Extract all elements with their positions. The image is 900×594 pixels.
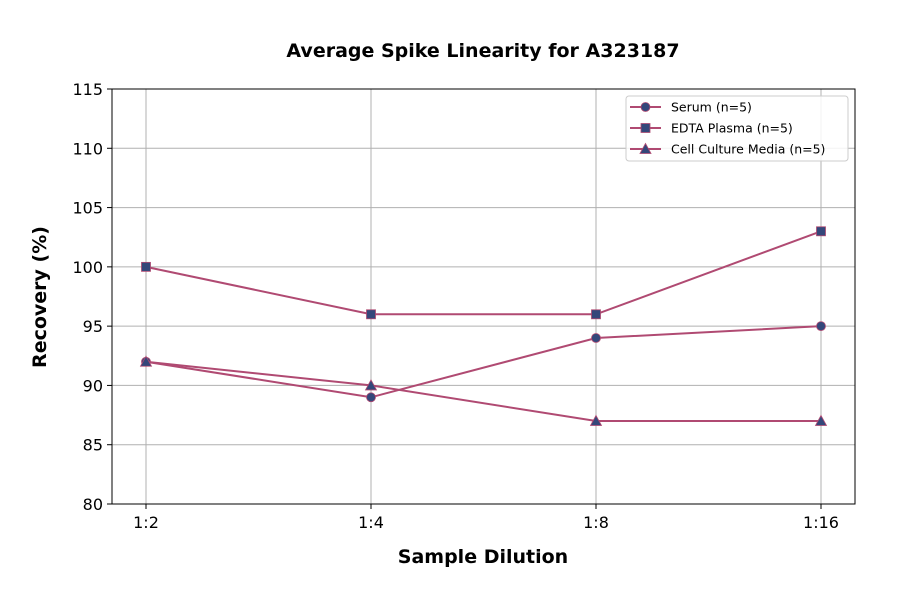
x-tick-label: 1:8: [583, 513, 609, 532]
y-tick-label: 90: [83, 376, 103, 395]
legend-marker: [640, 102, 651, 112]
legend: Serum (n=5) EDTA Plasma (n=5) Cell Culture…: [625, 95, 849, 162]
plot-frame: [111, 88, 856, 505]
series-line: [145, 230, 822, 316]
data-point: [366, 309, 376, 320]
series-line: [145, 325, 822, 399]
y-tick-label: 85: [83, 436, 103, 455]
legend-box: [625, 95, 849, 162]
y-tick-label: 115: [72, 80, 103, 99]
legend-label: EDTA Plasma (n=5): [671, 121, 793, 136]
x-tick-label: 1:4: [358, 513, 384, 532]
data-point: [816, 321, 826, 332]
legend-marker: [640, 123, 651, 133]
data-point: [364, 379, 378, 391]
data-point: [816, 226, 826, 237]
x-axis-label: Sample Dilution: [398, 546, 568, 568]
series-line: [145, 360, 821, 422]
data-point: [366, 392, 376, 403]
y-tick-label: 110: [72, 139, 103, 158]
data-point: [814, 414, 828, 426]
legend-label: Serum (n=5): [671, 100, 752, 115]
data-point: [139, 355, 153, 367]
y-tick-label: 95: [83, 317, 103, 336]
y-tick-label: 105: [72, 199, 103, 218]
y-tick-label: 100: [72, 258, 103, 277]
data-point: [589, 414, 603, 426]
x-tick-label: 1:2: [133, 513, 159, 532]
data-point: [141, 261, 151, 272]
data-point: [591, 333, 601, 343]
y-tick-label: 80: [83, 495, 103, 514]
chart-title: Average Spike Linearity for A323187: [286, 40, 679, 62]
legend-label: Cell Culture Media (n=5): [671, 142, 825, 157]
legend-marker: [639, 142, 652, 154]
x-tick-label: 1:16: [803, 513, 839, 532]
data-point: [591, 309, 601, 320]
y-axis-label: Recovery (%): [29, 226, 51, 368]
